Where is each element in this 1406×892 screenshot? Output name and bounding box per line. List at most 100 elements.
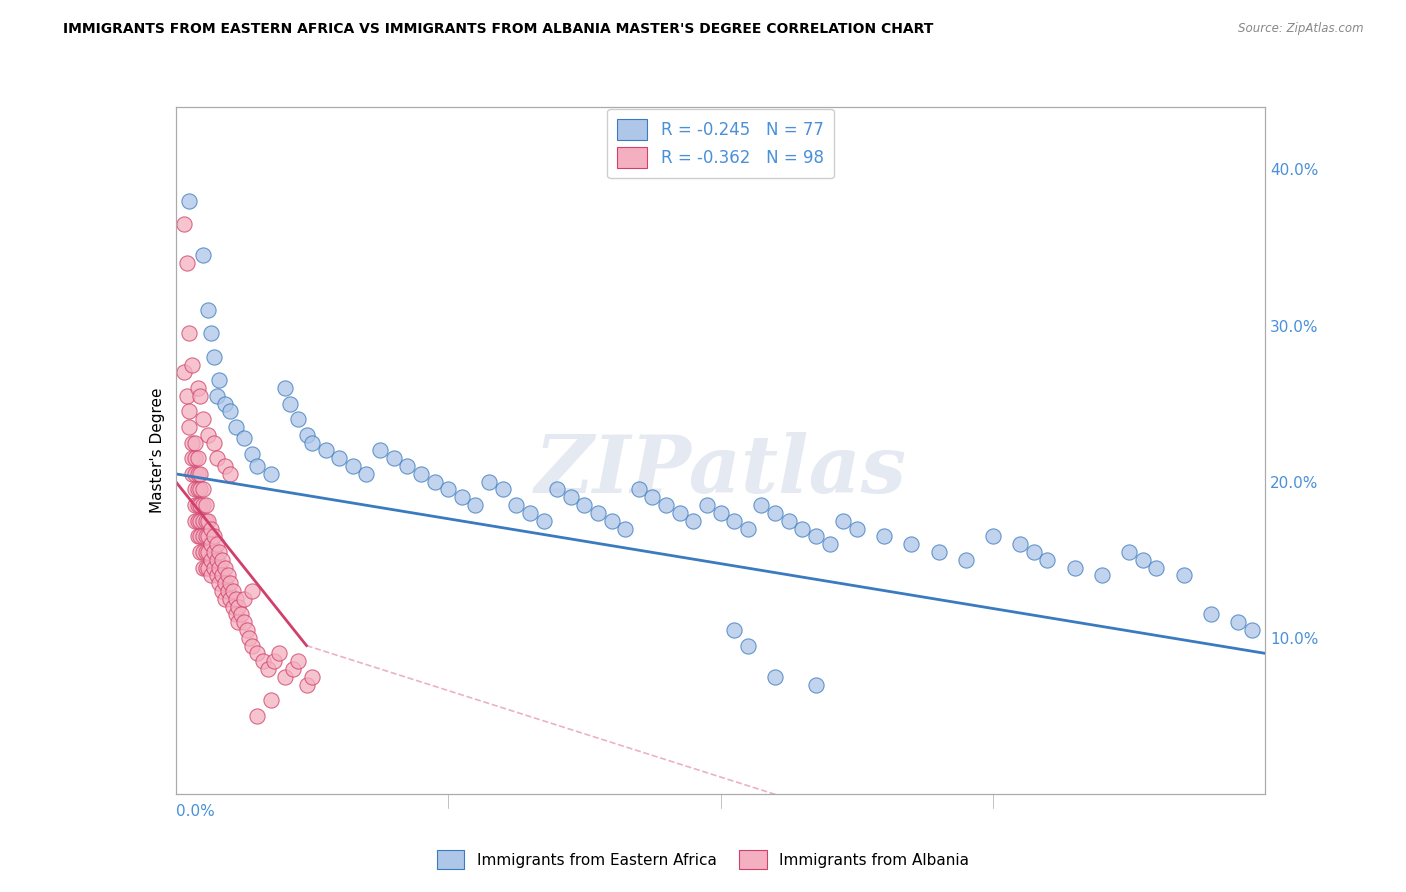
Point bbox=[1240, 623, 1263, 637]
Point bbox=[437, 483, 460, 497]
Point bbox=[184, 498, 207, 512]
Point bbox=[1132, 552, 1154, 567]
Point bbox=[179, 194, 201, 208]
Point bbox=[232, 615, 254, 630]
Point bbox=[574, 498, 596, 512]
Point bbox=[217, 568, 239, 582]
Point bbox=[205, 451, 228, 466]
Point bbox=[186, 498, 209, 512]
Point bbox=[668, 506, 690, 520]
Point bbox=[202, 529, 225, 543]
Point bbox=[194, 560, 217, 574]
Point bbox=[205, 389, 228, 403]
Point bbox=[197, 427, 219, 442]
Point bbox=[194, 545, 217, 559]
Point bbox=[188, 514, 211, 528]
Point bbox=[274, 670, 297, 684]
Point bbox=[211, 583, 233, 598]
Point bbox=[200, 326, 222, 341]
Point bbox=[181, 467, 204, 481]
Point bbox=[382, 451, 405, 466]
Point bbox=[737, 639, 759, 653]
Point bbox=[188, 389, 211, 403]
Point bbox=[240, 583, 263, 598]
Point bbox=[191, 529, 214, 543]
Point bbox=[186, 451, 209, 466]
Point bbox=[200, 568, 222, 582]
Point bbox=[955, 552, 977, 567]
Point bbox=[191, 545, 214, 559]
Point bbox=[723, 514, 745, 528]
Point bbox=[328, 451, 350, 466]
Point bbox=[240, 639, 263, 653]
Point bbox=[257, 662, 280, 676]
Point bbox=[792, 521, 814, 535]
Point bbox=[179, 326, 201, 341]
Point bbox=[356, 467, 378, 481]
Point bbox=[219, 404, 242, 418]
Point bbox=[208, 545, 231, 559]
Point bbox=[627, 483, 650, 497]
Point bbox=[191, 483, 214, 497]
Point bbox=[278, 396, 301, 410]
Point bbox=[505, 498, 527, 512]
Point bbox=[219, 591, 242, 606]
Point bbox=[723, 623, 745, 637]
Point bbox=[211, 568, 233, 582]
Legend: Immigrants from Eastern Africa, Immigrants from Albania: Immigrants from Eastern Africa, Immigran… bbox=[430, 844, 976, 875]
Text: Source: ZipAtlas.com: Source: ZipAtlas.com bbox=[1239, 22, 1364, 36]
Point bbox=[191, 560, 214, 574]
Point bbox=[184, 467, 207, 481]
Point bbox=[188, 545, 211, 559]
Point bbox=[186, 514, 209, 528]
Point bbox=[228, 599, 250, 614]
Point bbox=[176, 389, 198, 403]
Point bbox=[208, 373, 231, 387]
Point bbox=[214, 458, 236, 473]
Point bbox=[214, 591, 236, 606]
Point bbox=[194, 529, 217, 543]
Point bbox=[214, 396, 236, 410]
Point bbox=[301, 435, 323, 450]
Point bbox=[184, 435, 207, 450]
Point bbox=[200, 537, 222, 551]
Point bbox=[818, 537, 841, 551]
Point bbox=[186, 467, 209, 481]
Point bbox=[197, 529, 219, 543]
Point bbox=[342, 458, 364, 473]
Point bbox=[188, 483, 211, 497]
Point bbox=[208, 560, 231, 574]
Point bbox=[191, 498, 214, 512]
Point bbox=[191, 248, 214, 262]
Point bbox=[409, 467, 432, 481]
Text: ZIPatlas: ZIPatlas bbox=[534, 433, 907, 510]
Point bbox=[202, 435, 225, 450]
Point bbox=[1063, 560, 1085, 574]
Point bbox=[478, 475, 501, 489]
Point bbox=[188, 529, 211, 543]
Point bbox=[219, 576, 242, 591]
Point bbox=[804, 678, 827, 692]
Point bbox=[184, 514, 207, 528]
Point bbox=[450, 490, 472, 504]
Point bbox=[1199, 607, 1222, 622]
Point bbox=[200, 521, 222, 535]
Point bbox=[981, 529, 1004, 543]
Point bbox=[225, 420, 247, 434]
Point bbox=[301, 670, 323, 684]
Point bbox=[546, 483, 568, 497]
Point bbox=[184, 483, 207, 497]
Point bbox=[423, 475, 446, 489]
Point bbox=[222, 599, 245, 614]
Point bbox=[1144, 560, 1167, 574]
Point bbox=[682, 514, 704, 528]
Point bbox=[368, 443, 391, 458]
Point bbox=[202, 545, 225, 559]
Point bbox=[614, 521, 637, 535]
Point bbox=[315, 443, 337, 458]
Point bbox=[1227, 615, 1250, 630]
Point bbox=[737, 521, 759, 535]
Point bbox=[211, 552, 233, 567]
Point bbox=[900, 537, 922, 551]
Point bbox=[274, 381, 297, 395]
